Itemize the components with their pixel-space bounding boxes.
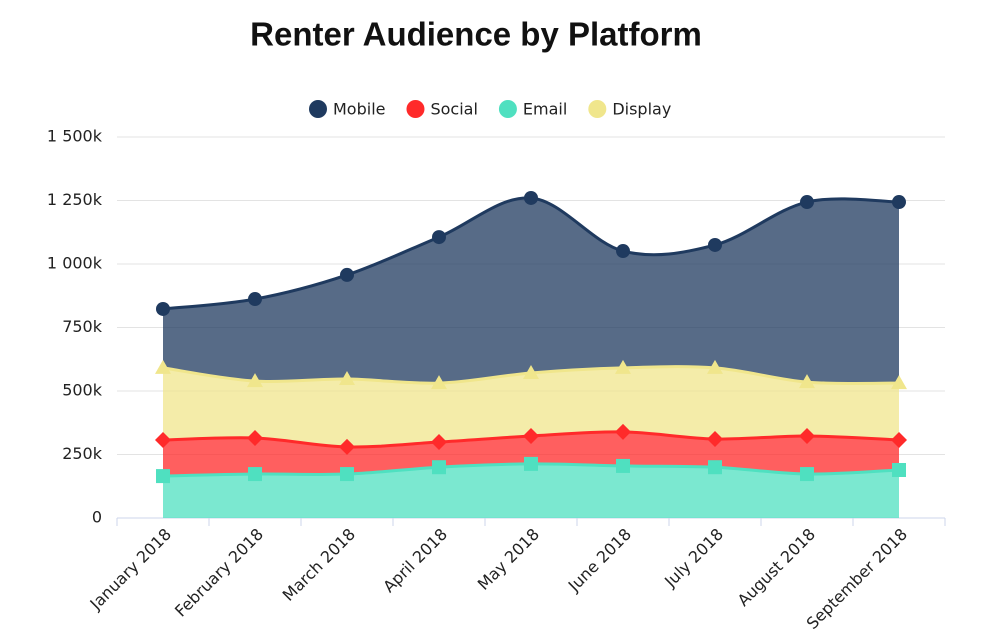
marker [523,364,539,379]
y-tick-label: 500k [62,381,103,400]
x-tick-label: April 2018 [379,525,451,597]
y-tick-label: 1 250k [47,190,103,209]
marker [799,374,815,389]
marker [523,427,539,444]
legend-marker [309,100,327,118]
marker [248,292,262,307]
marker [340,467,354,482]
legend-label: Email [523,100,567,119]
x-tick-label: July 2018 [660,525,727,592]
marker [615,423,631,440]
marker [708,237,722,252]
marker [247,429,263,446]
marker [156,301,170,316]
marker [339,438,355,455]
marker [707,431,723,448]
legend-marker [498,100,517,118]
marker [892,195,906,210]
y-tick-label: 0 [92,508,102,527]
y-tick-label: 1 000k [47,254,103,273]
legend-label: Social [430,100,477,119]
x-tick-label: May 2018 [474,525,543,594]
marker [432,460,446,475]
legend-marker [588,100,607,118]
marker [340,267,354,282]
x-tick-label: February 2018 [171,525,267,621]
marker [524,456,538,471]
marker [339,371,355,386]
marker [800,467,814,482]
marker [155,359,171,374]
marker [247,373,263,388]
x-tick-label: June 2018 [564,525,635,596]
marker [892,462,906,477]
marker [248,467,262,482]
legend: Mobile Social Email Display [309,100,671,119]
y-tick-label: 250k [62,444,103,463]
x-tick-label: August 2018 [734,525,819,610]
x-tick-label: September 2018 [803,525,911,633]
marker [431,434,447,451]
area [163,366,899,447]
legend-label: Display [612,100,671,119]
y-tick-label: 750k [62,317,103,336]
area [163,197,899,384]
chart-title: Renter Audience by Platform [250,16,702,53]
marker [707,359,723,374]
y-tick-label: 1 500k [47,127,103,146]
marker [616,244,630,259]
marker [891,432,907,449]
marker [156,469,170,484]
marker [800,195,814,210]
markers [155,190,907,484]
legend-marker [406,100,425,118]
marker [616,458,630,473]
marker [891,375,907,390]
marker [155,432,171,449]
marker [432,230,446,245]
marker [615,359,631,374]
marker [524,190,538,205]
legend-label: Mobile [333,100,385,119]
marker [431,375,447,390]
marker [708,460,722,475]
x-tick-label: March 2018 [279,525,359,605]
marker [799,427,815,444]
x-tick-label: January 2018 [86,525,175,614]
